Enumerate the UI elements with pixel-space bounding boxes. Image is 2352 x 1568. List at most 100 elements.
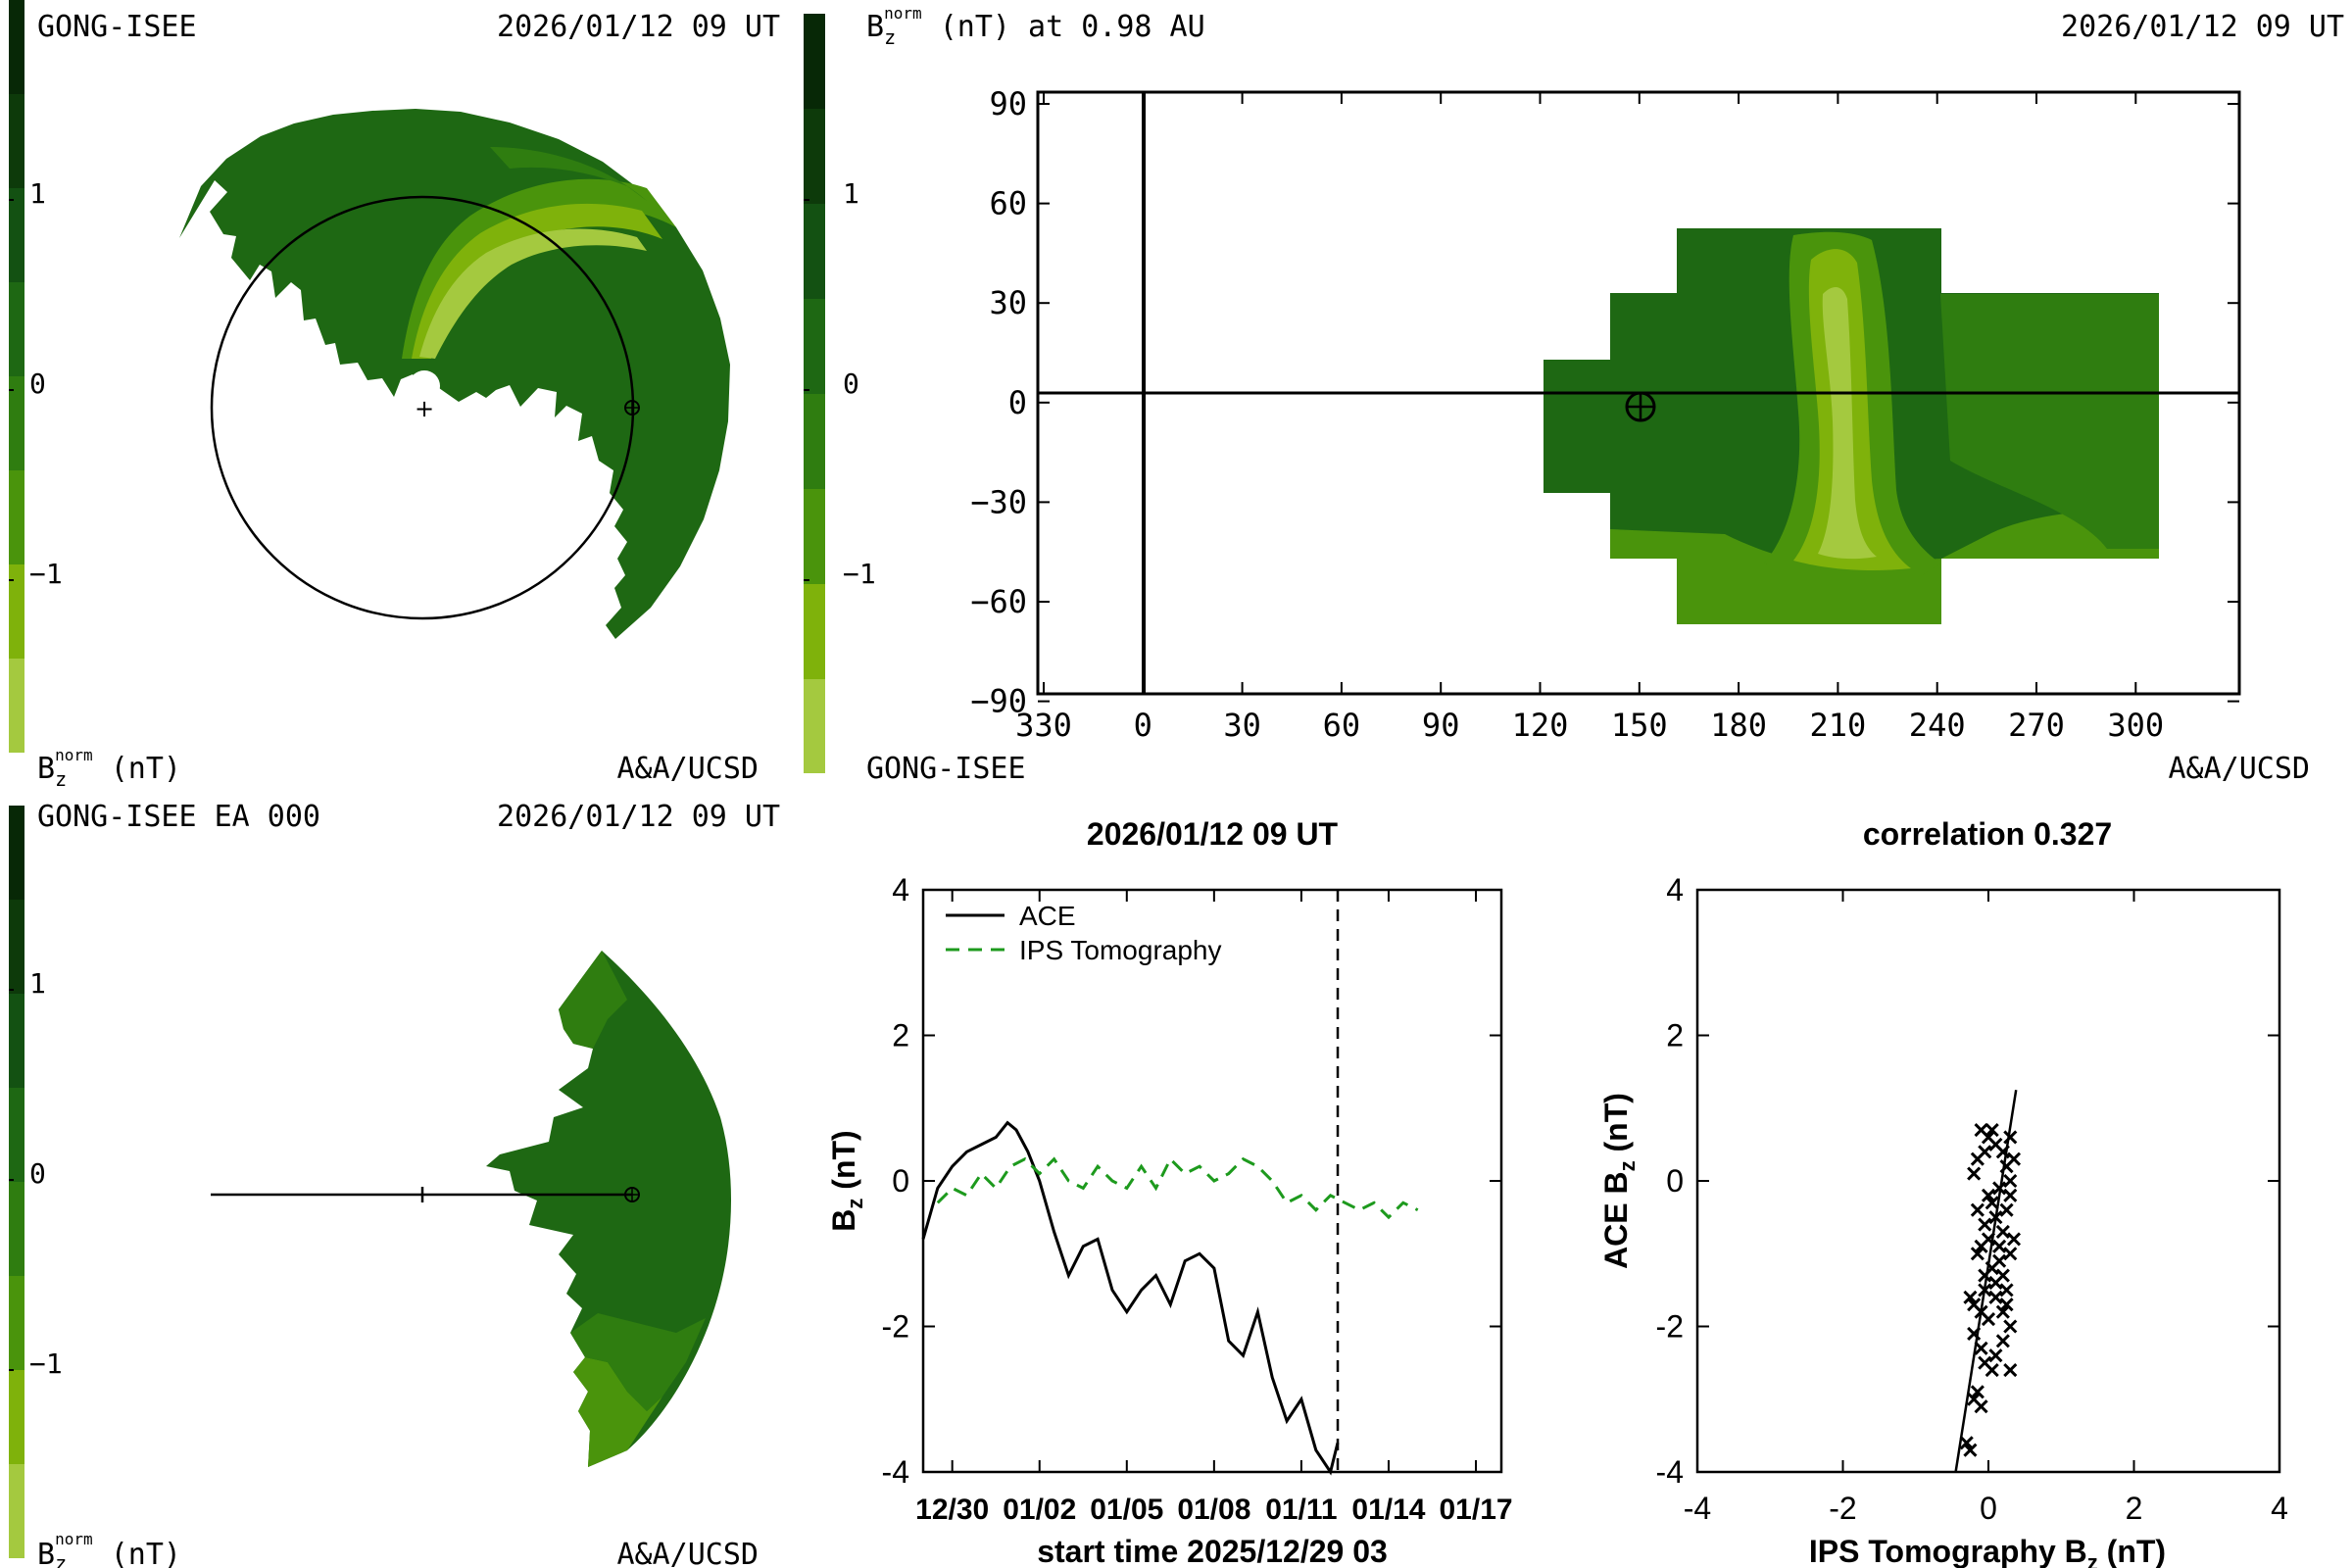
- colorbar-tick-label: 1: [29, 177, 46, 210]
- colorbar-top-left: 1 0 −1: [9, 0, 63, 753]
- scatter-point: [1999, 1283, 2014, 1298]
- y-axis-label: Bz (nT): [826, 1130, 867, 1231]
- scatter-point: [1992, 1239, 2007, 1253]
- y-tick-label: -4: [1656, 1454, 1684, 1490]
- x-tick-label: 0: [1980, 1491, 1997, 1526]
- scatter-point: [1974, 1341, 1988, 1355]
- scatter-point: [1981, 1188, 1996, 1202]
- source-label: GONG-ISEE: [37, 10, 197, 44]
- scatter-point: [1988, 1275, 2003, 1291]
- scatter-point: [1984, 1122, 1999, 1138]
- y-tick-label: −30: [970, 483, 1027, 520]
- scatter-point: [2003, 1188, 2018, 1202]
- colorbar-segment: [804, 299, 825, 394]
- colorbar-segment: [9, 806, 24, 900]
- unit-label: Bznorm (nT): [37, 1530, 181, 1568]
- scatter-point: [1995, 1224, 2010, 1240]
- scatter-point: [1978, 1217, 1992, 1232]
- colorbar-segment: [804, 204, 825, 299]
- map-region-lighter: [1793, 249, 1911, 571]
- x-tick-label: -4: [1684, 1491, 1711, 1526]
- sun-marker-icon: +: [415, 395, 434, 422]
- colorbar-tick-label: 1: [29, 967, 46, 1000]
- colorbar-segment: [804, 679, 825, 773]
- y-tick-label: 4: [892, 872, 909, 907]
- y-tick-label: -2: [1656, 1309, 1684, 1345]
- chart-title: 2026/01/12 09 UT: [1087, 816, 1339, 852]
- colorbar-tick-label: −1: [29, 558, 63, 590]
- scatter-point: [1970, 1385, 1984, 1399]
- ace-series-line: [921, 1120, 1340, 1476]
- ips-series-line: [936, 1156, 1419, 1220]
- y-tick-label: -2: [882, 1309, 909, 1345]
- x-tick-label: 01/11: [1265, 1494, 1337, 1526]
- x-axis-label: start time 2025/12/29 03: [1037, 1534, 1388, 1568]
- colorbar-segment: [9, 659, 24, 753]
- scatter-point: [1963, 1290, 1978, 1304]
- map-region-lightest: [419, 228, 647, 359]
- scatter-point: [1974, 1399, 1988, 1414]
- map-region-lightest: [1818, 287, 1877, 560]
- scatter-point: [1992, 1253, 2007, 1268]
- scatter-point: [1970, 1202, 1984, 1217]
- x-tick-label: 01/05: [1090, 1494, 1163, 1526]
- timeseries-axes: 4 2 0 -2 -412/30 01/02 01/05 01/08 01/11 01/14 01/…: [882, 872, 1513, 1526]
- colorbar-tick-label: −1: [29, 1348, 63, 1380]
- colorbar-segment: [804, 109, 825, 204]
- colorbar-segment: [9, 1276, 24, 1370]
- colorbar-segment: [9, 564, 24, 659]
- scatter-point: [2003, 1173, 2018, 1189]
- x-tick-label: 12/30: [915, 1494, 989, 1526]
- x-tick-label: 120: [1512, 707, 1569, 744]
- colorbar-bottom-left: 1 0 −1: [9, 806, 63, 1558]
- x-tick-label: 210: [1810, 707, 1867, 744]
- scatter-point: [1995, 1334, 2010, 1348]
- scatter-chart: correlation 0.327 4 2 0 -2 -4-4 -2 0 2 4 IPS Tom…: [1598, 816, 2288, 1568]
- scatter-point: [1970, 1247, 1984, 1261]
- x-tick-label: 90: [1422, 707, 1460, 744]
- scatter-point: [1959, 1436, 1974, 1450]
- x-tick-label: 30: [1223, 707, 1261, 744]
- y-tick-label: 4: [1666, 872, 1684, 907]
- y-tick-label: −60: [970, 583, 1027, 620]
- scatter-plot-area: [1954, 1089, 2022, 1473]
- colorbar-tick-label: 0: [843, 368, 859, 400]
- credit-label: A&A/UCSD: [2169, 752, 2311, 786]
- colorbar-segment: [9, 376, 24, 470]
- scatter-point: [2006, 1152, 2022, 1166]
- y-tick-label: 0: [892, 1163, 909, 1199]
- y-tick-label: 90: [989, 85, 1027, 122]
- x-tick-label: 4: [2271, 1491, 2288, 1526]
- colorbar-segment: [9, 1464, 24, 1558]
- colorbar-segment: [9, 1370, 24, 1464]
- timeseries-chart: 2026/01/12 09 UT 4 2 0 -2 -412/30 01/02 01/05 0…: [826, 816, 1513, 1568]
- scatter-point: [1995, 1304, 2010, 1319]
- y-tick-label: −90: [970, 683, 1027, 720]
- map-region-lighter: [412, 203, 662, 359]
- colorbar-segment: [9, 900, 24, 994]
- map-region-mid: [570, 1313, 706, 1411]
- legend: ACE IPS Tomography: [946, 901, 1222, 965]
- map-title: Bznorm (nT) at 0.98 AU: [866, 4, 1205, 49]
- scatter-point: [2003, 1130, 2018, 1145]
- scatter-point: [2003, 1362, 2018, 1378]
- datetime-label: 2026/01/12 09 UT: [497, 10, 780, 44]
- y-tick-label: 0: [1008, 384, 1027, 421]
- x-axis-label: IPS Tomography Bz (nT): [1809, 1534, 2166, 1568]
- colorbar-segment: [804, 584, 825, 679]
- datetime-label: 2026/01/12 09 UT: [2061, 10, 2344, 44]
- scatter-point: [1984, 1196, 1999, 1210]
- y-tick-label: 2: [892, 1018, 909, 1054]
- colorbar-segment: [804, 489, 825, 584]
- colorbar-tick-label: 1: [843, 177, 859, 210]
- credit-label: A&A/UCSD: [617, 752, 760, 786]
- colorbar-segment: [9, 0, 24, 94]
- colorbar-segment: [804, 394, 825, 489]
- legend-label-ips: IPS Tomography: [1019, 935, 1222, 965]
- x-tick-label: 2: [2126, 1491, 2143, 1526]
- timeseries-plot-area: [921, 890, 1419, 1476]
- y-tick-label: -4: [882, 1454, 909, 1490]
- x-tick-label: 240: [1909, 707, 1966, 744]
